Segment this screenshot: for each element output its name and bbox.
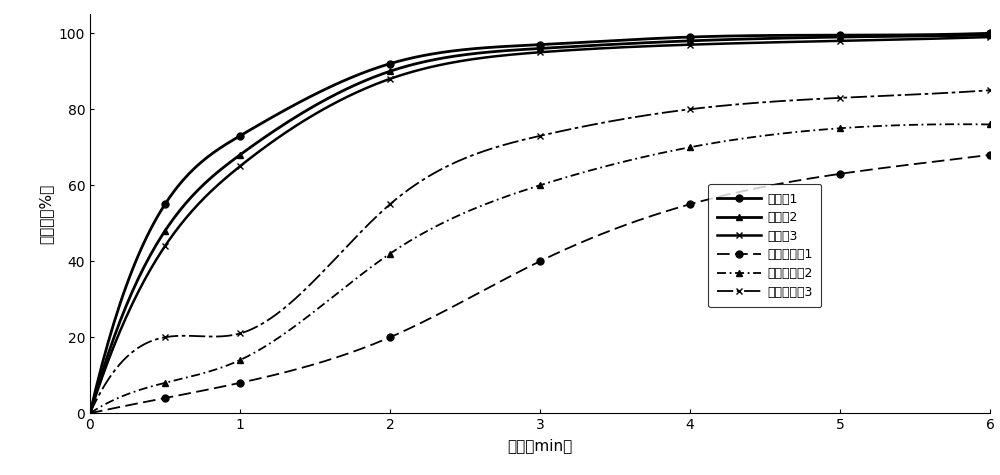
Y-axis label: 溢出度（%）: 溢出度（%）: [38, 184, 53, 244]
X-axis label: 时间（min）: 时间（min）: [507, 437, 573, 453]
Legend: 实施例1, 实施例2, 实施例3, 对比实施例1, 对比实施例2, 对比实施例3: 实施例1, 实施例2, 实施例3, 对比实施例1, 对比实施例2, 对比实施例3: [708, 184, 821, 307]
